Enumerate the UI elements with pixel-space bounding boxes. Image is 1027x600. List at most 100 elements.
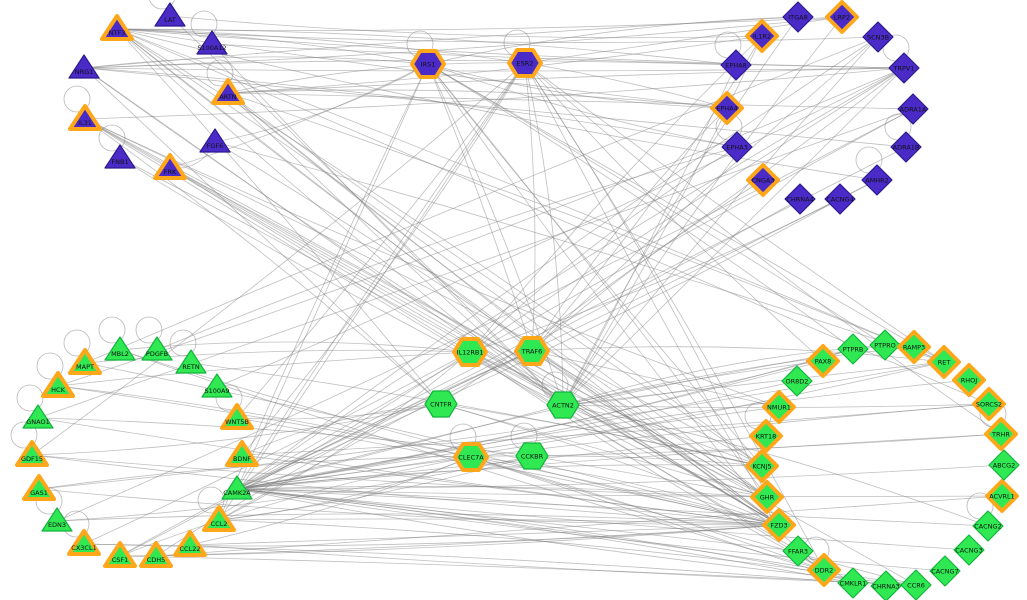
edge-NRG1-LRP2 [83,16,843,69]
node-FGF6[interactable]: FGF6 [199,128,231,153]
triangle-shape [68,348,102,375]
node-WNT5B[interactable]: WNT5B [220,403,254,430]
edge-ACTN2-RET [562,361,945,406]
node-RETN[interactable]: RETN [175,349,207,374]
edge-GAS1-RET [38,361,945,490]
edge-CCKBR-CCL2 [218,455,533,521]
edge-ESR2-BDNF [241,62,526,456]
triangle-shape [15,440,49,467]
edge-FZD3-IRS1 [427,63,780,526]
node-SORCS2[interactable]: SORCS2 [972,387,1006,421]
edge-ARTN-GHR [227,92,768,498]
node-IRS1[interactable]: IRS1 [410,49,446,79]
hexagon-shape [424,390,458,418]
triangle-shape [100,14,134,41]
triangle-shape [211,78,245,105]
node-CMKLR1[interactable]: CMKLR1 [837,567,869,599]
node-EPHA3[interactable]: EPHA3 [721,131,753,163]
diamond-shape [837,567,869,599]
edge-IL12RB1-DDR2 [469,351,825,571]
edge-CLEC7A-CCL22 [189,456,472,546]
edge-ACTN2-PAX8 [562,360,824,406]
node-SCN3B[interactable]: SCN3B [862,21,894,53]
node-LRP2[interactable]: LRP2 [825,0,859,34]
node-CSF1[interactable]: CSF1 [103,541,137,568]
node-CLEC7A[interactable]: CLEC7A [453,442,489,472]
node-GDF15[interactable]: GDF15 [15,440,49,467]
edge-FZD3-HCK [57,385,780,526]
edge-ARTN-EPHA4 [227,89,728,109]
edge-FZD3-NRG1 [83,67,780,526]
edge-CAMK2A-PAX8 [236,360,824,490]
node-CNGA3[interactable]: CNGA3 [746,163,780,197]
node-CACNG3[interactable]: CACNG3 [953,534,985,566]
diamond-shape [952,363,986,397]
diamond-shape [862,21,894,53]
edge-FZD3-CCL22 [189,524,780,546]
node-CACNG2[interactable]: CACNG2 [972,510,1004,542]
diamond-shape [782,535,814,567]
triangle-shape [104,336,136,361]
node-TRHR[interactable]: TRHR [984,417,1018,451]
edge-EDN3-ADRA1A [56,108,914,522]
edge-CCKBR-GHR [531,455,768,498]
node-GNAO1[interactable]: GNAO1 [22,404,54,429]
node-CCL22[interactable]: CCL22 [173,530,207,557]
triangle-shape [175,349,207,374]
diamond-shape [825,0,859,34]
node-CACNG7[interactable]: CACNG7 [929,555,961,587]
node-MBL2[interactable]: MBL2 [104,336,136,361]
diamond-shape [762,390,796,424]
edge-ESR2-WNT5B [236,62,526,419]
edge-LAT-IL1R2 [169,15,763,39]
edge-HCK-TRPV1 [57,67,905,387]
edge-IL31-TRPV1 [84,67,905,120]
edge-CAMK2A-DDR2 [236,488,825,571]
self-loop-ARTN [206,59,234,87]
self-loop-PDGFB [135,316,163,344]
node-CCR6[interactable]: CCR6 [900,569,932,600]
node-IL31[interactable]: IL31 [68,104,102,131]
edge-FZD3-GAS1 [38,488,780,526]
node-ABCG2[interactable]: ABCG2 [988,449,1020,481]
node-CHRNA3[interactable]: CHRNA3 [870,570,902,600]
node-PDGFB[interactable]: PDGFB [141,336,173,361]
node-ESR2[interactable]: ESR2 [507,48,543,78]
node-BDNF[interactable]: BDNF [225,440,259,467]
node-RET[interactable]: RET [927,345,961,379]
edges-layer [31,15,1005,587]
node-IL12RB1[interactable]: IL12RB1 [452,337,488,367]
node-FNB1[interactable]: FNB1 [104,144,136,169]
diamond-shape [784,183,816,215]
node-EPHA8[interactable]: EPHA8 [720,49,752,81]
edge-ACTN2-SCN3B [562,36,879,406]
node-TRAF6[interactable]: TRAF6 [514,336,550,366]
node-AMHR2[interactable]: AMHR2 [861,164,893,196]
node-PTPRB[interactable]: PTPRB [837,333,869,365]
hexagon-shape [452,337,488,367]
node-EDN3[interactable]: EDN3 [41,507,73,532]
node-LAT[interactable]: LAT [154,2,186,27]
self-loop-FNB1 [98,124,126,152]
diamond-shape [710,91,744,125]
node-CACNG4[interactable]: CACNG4 [824,183,856,215]
node-ADRA1A[interactable]: ADRA1A [897,93,929,125]
node-ADRA1B[interactable]: ADRA1B [890,131,922,163]
edge-CNTFR-IL31 [84,118,442,405]
edge-PDGFB-EPHA3 [156,146,738,351]
edge-CDH5-ACVRL1 [155,495,1003,557]
node-ITGA8[interactable]: ITGA8 [782,1,814,33]
node-CHRNA4[interactable]: CHRNA4 [784,183,816,215]
edge-IL12RB1-CCL2 [218,351,471,521]
node-MAPT[interactable]: MAPT [68,348,102,375]
diamond-shape [721,131,753,163]
node-ACVRL1[interactable]: ACVRL1 [985,479,1019,513]
node-NMUR1[interactable]: NMUR1 [762,390,796,424]
edge-CNTFR-GDF15 [31,403,442,456]
node-NTF3[interactable]: NTF3 [100,14,134,41]
diamond-shape [953,534,985,566]
node-CX3CL1[interactable]: CX3CL1 [67,529,101,556]
node-PTPRO[interactable]: PTPRO [869,329,901,361]
